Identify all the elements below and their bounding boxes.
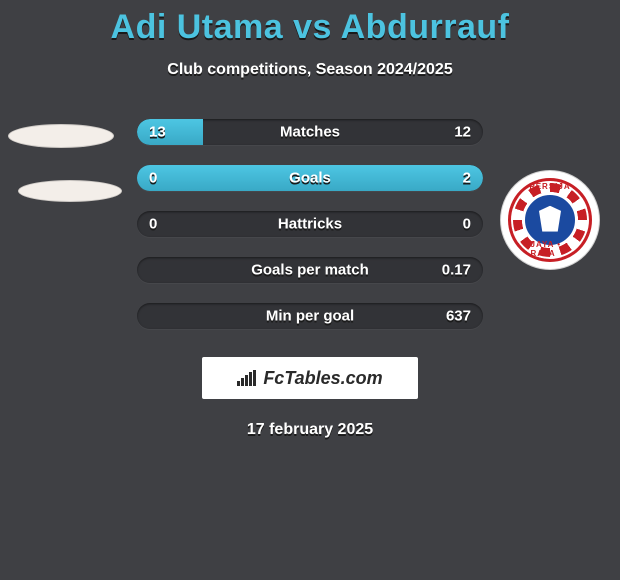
stat-value-left: 0 — [149, 170, 157, 187]
stat-label: Hattricks — [278, 216, 342, 233]
crest-text-top: PERSIJA — [529, 182, 570, 191]
left-player-badge-2 — [18, 180, 122, 202]
stat-value-right: 637 — [446, 308, 471, 325]
stat-value-right: 12 — [454, 124, 471, 141]
left-player-badge-1 — [8, 124, 114, 148]
watermark-text: FcTables.com — [263, 368, 382, 389]
stat-value-left: 13 — [149, 124, 166, 141]
stat-value-left: 0 — [149, 216, 157, 233]
club-crest-icon: PERSIJA JAYA • RAYA — [508, 178, 592, 262]
stat-label: Matches — [280, 124, 340, 141]
stat-label: Min per goal — [266, 308, 354, 325]
stat-row: 13 Matches 12 — [137, 119, 483, 145]
stat-fill-left — [137, 119, 203, 145]
stat-label: Goals — [289, 170, 331, 187]
watermark-box: FcTables.com — [202, 357, 418, 399]
page-title: Adi Utama vs Abdurrauf — [0, 0, 620, 47]
page-subtitle: Club competitions, Season 2024/2025 — [0, 61, 620, 79]
stat-row: 0 Goals 2 — [137, 165, 483, 191]
stat-value-right: 0 — [463, 216, 471, 233]
bar-chart-icon — [237, 370, 257, 386]
stat-value-right: 0.17 — [442, 262, 471, 279]
stat-row: Goals per match 0.17 — [137, 257, 483, 283]
crest-text-bottom: JAYA • RAYA — [531, 240, 570, 258]
stat-row: Min per goal 637 — [137, 303, 483, 329]
stat-row: 0 Hattricks 0 — [137, 211, 483, 237]
footer-date: 17 february 2025 — [0, 421, 620, 439]
stat-value-right: 2 — [463, 170, 471, 187]
stat-label: Goals per match — [251, 262, 369, 279]
right-player-club-badge: PERSIJA JAYA • RAYA — [500, 170, 600, 270]
